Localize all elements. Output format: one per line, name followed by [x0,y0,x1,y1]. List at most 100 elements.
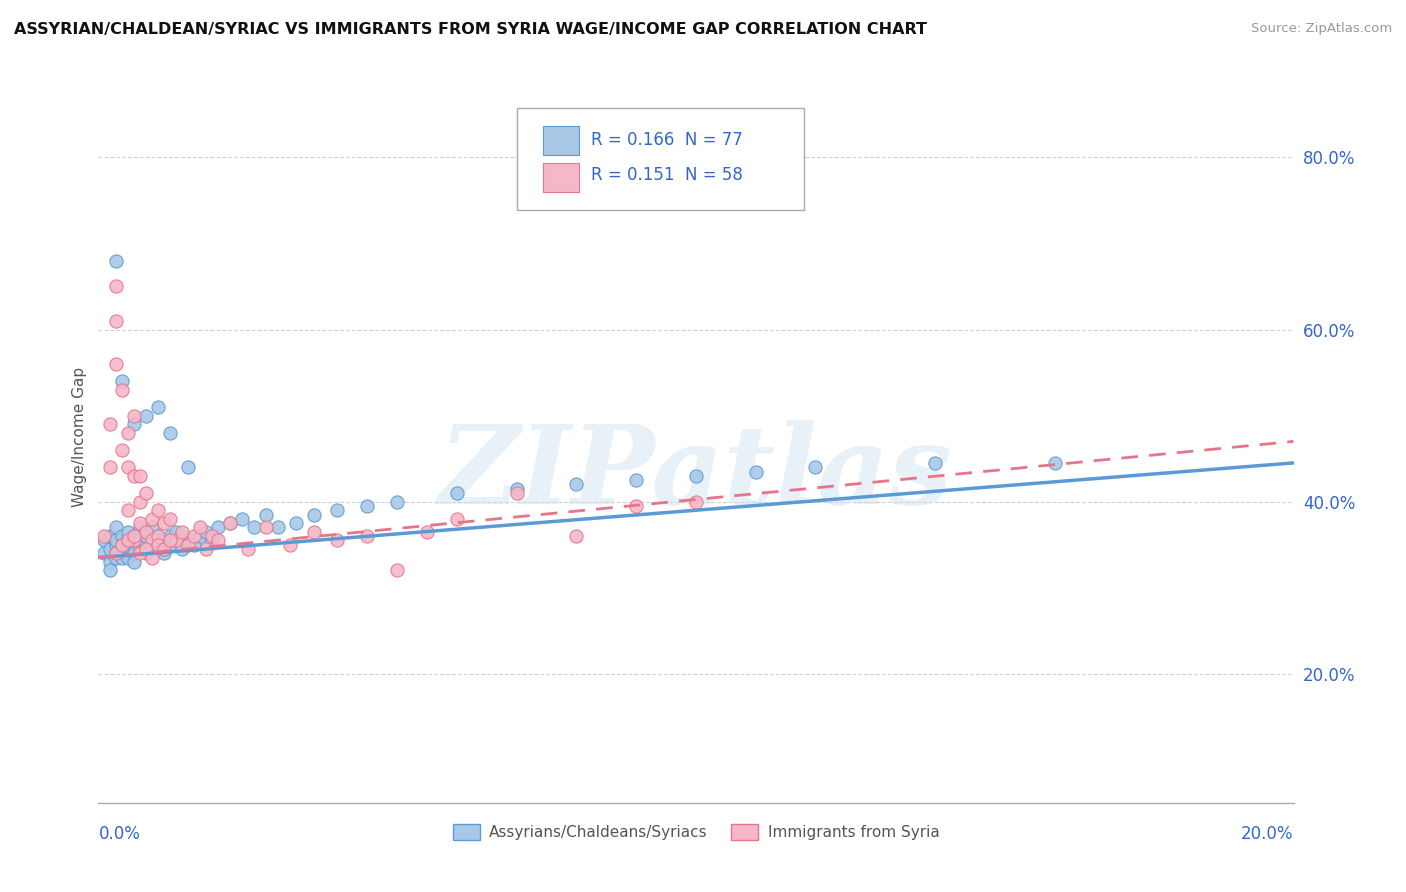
Point [117,546,139,560]
Point [685,468,707,483]
Point [105,279,128,293]
Text: ASSYRIAN/CHALDEAN/SYRIAC VS IMMIGRANTS FROM SYRIA WAGE/INCOME GAP CORRELATION CH: ASSYRIAN/CHALDEAN/SYRIAC VS IMMIGRANTS F… [14,22,927,37]
Point [129,546,152,560]
Point [105,520,128,534]
Point [254,520,277,534]
Point [129,520,152,534]
Point [188,520,211,534]
Point [98,460,122,475]
Point [165,524,187,539]
Point [626,499,648,513]
Point [153,546,176,560]
Point [135,538,157,552]
Point [124,468,146,483]
Point [153,533,176,548]
Point [195,524,218,539]
Point [278,538,301,552]
Point [685,494,707,508]
Bar [543,126,579,155]
Point [129,533,152,548]
Point [183,529,205,543]
Point [804,460,827,475]
Point [267,520,290,534]
Point [135,529,157,543]
Point [98,555,122,569]
Point [188,529,211,543]
Point [159,533,181,548]
Point [565,529,588,543]
Point [172,541,194,556]
Point [135,486,157,500]
Point [135,541,157,556]
Point [98,529,122,543]
Point [117,503,139,517]
Text: ZIPatlas: ZIPatlas [439,420,953,527]
Point [177,533,200,548]
Point [124,538,146,552]
Point [111,538,134,552]
Point [506,486,529,500]
Point [124,529,146,543]
Point [201,529,224,543]
Point [117,541,139,556]
Text: R = 0.151  N = 58: R = 0.151 N = 58 [591,167,742,185]
Point [111,541,134,556]
Point [148,400,170,414]
Point [98,564,122,578]
Point [105,314,128,328]
Point [626,473,648,487]
Point [385,564,409,578]
Point [111,442,134,457]
Point [124,555,146,569]
Point [129,529,152,543]
Point [141,512,163,526]
Point [416,524,439,539]
Point [117,524,139,539]
Point [124,546,146,560]
Point [172,524,194,539]
Point [219,516,242,530]
Point [148,538,170,552]
Point [117,425,139,440]
Point [129,516,152,530]
Point [148,529,170,543]
Point [159,425,181,440]
Point [207,533,229,548]
FancyBboxPatch shape [517,108,804,211]
Point [165,533,187,548]
Point [302,508,325,522]
Point [105,533,128,548]
Point [117,533,139,548]
Text: 20.0%: 20.0% [1241,825,1294,843]
Point [231,512,253,526]
Point [105,538,128,552]
Point [159,512,181,526]
Point [446,512,468,526]
Bar [543,163,579,192]
Point [356,499,378,513]
Point [129,541,152,556]
Point [141,550,163,565]
Point [124,533,146,548]
Point [177,538,200,552]
Point [117,533,139,548]
Point [924,456,946,470]
Point [284,516,307,530]
Point [124,409,146,423]
Point [165,533,187,548]
Point [124,529,146,543]
Point [141,533,163,548]
Point [243,520,266,534]
Point [105,253,128,268]
Point [506,482,529,496]
Point [219,516,242,530]
Point [148,529,170,543]
Point [148,541,170,556]
Point [117,550,139,565]
Point [111,538,134,552]
Point [124,417,146,432]
Point [183,538,205,552]
Text: R = 0.166  N = 77: R = 0.166 N = 77 [591,131,742,149]
Y-axis label: Wage/Income Gap: Wage/Income Gap [72,367,87,508]
Point [105,546,128,560]
